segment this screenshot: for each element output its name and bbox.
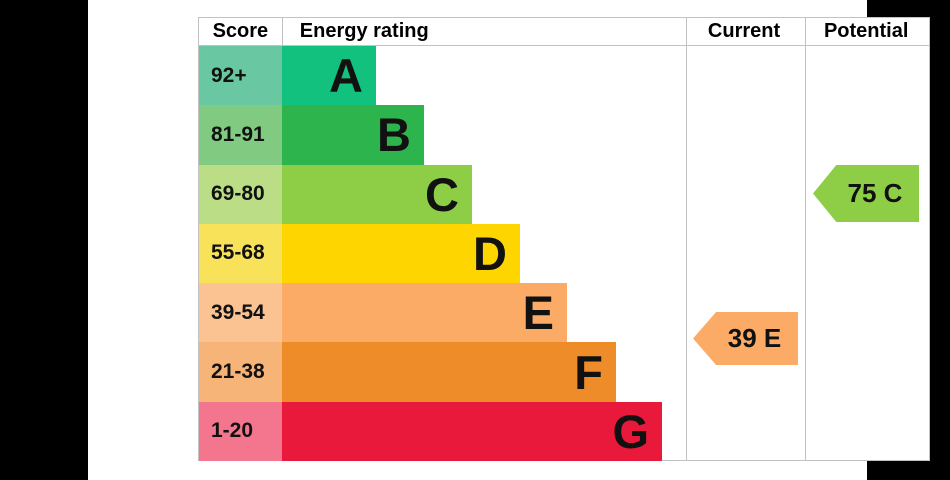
- band-rows: 92+ A 81-91 B 69-80 C 55-68 D 39-54 E 21-38 F 1-20 G: [199, 46, 930, 461]
- band-bar: E: [282, 283, 567, 343]
- potential-column-divider: [805, 18, 806, 460]
- band-bar: A: [282, 46, 376, 106]
- band-score: 21-38: [199, 342, 282, 402]
- band-row: 1-20 G: [199, 401, 930, 461]
- epc-rating-table: Score Energy rating Current Potential 92…: [198, 17, 930, 461]
- band-bar: B: [282, 105, 424, 165]
- score-column-header: Score: [212, 20, 269, 42]
- band-score: 1-20: [199, 401, 282, 461]
- band-bar: G: [282, 401, 662, 461]
- potential-column-header: Potential: [823, 20, 909, 42]
- current-column-header: Current: [707, 20, 781, 42]
- band-bar: F: [282, 342, 616, 402]
- band-score: 69-80: [199, 164, 282, 224]
- band-row: 69-80 C: [199, 164, 930, 224]
- band-row: 55-68 D: [199, 223, 930, 284]
- potential-rating-label: 75 C: [847, 178, 903, 208]
- band-score: 81-91: [199, 105, 282, 165]
- band-row: 21-38 F: [199, 342, 930, 402]
- band-score: 39-54: [199, 283, 282, 343]
- band-bar: D: [282, 223, 520, 284]
- current-rating-arrow: 39 E: [693, 312, 798, 365]
- energy-rating-column-header: Energy rating: [281, 18, 685, 45]
- table-header: Score Energy rating Current Potential: [199, 18, 929, 46]
- band-bar: C: [282, 164, 472, 224]
- band-score: 55-68: [199, 223, 282, 284]
- band-row: 81-91 B: [199, 105, 930, 165]
- band-score: 92+: [199, 46, 282, 106]
- band-row: 39-54 E: [199, 283, 930, 343]
- potential-rating-arrow: 75 C: [813, 165, 919, 222]
- band-row: 92+ A: [199, 46, 930, 106]
- chart-panel: Score Energy rating Current Potential 92…: [88, 0, 930, 480]
- current-rating-label: 39 E: [727, 323, 782, 353]
- current-column-divider: [686, 18, 687, 460]
